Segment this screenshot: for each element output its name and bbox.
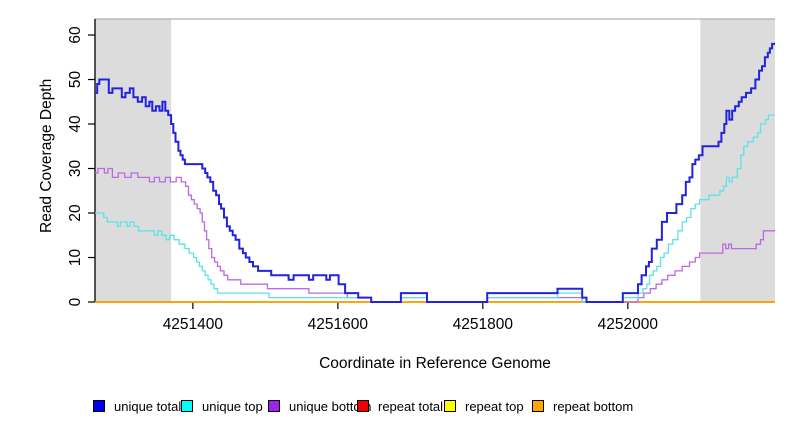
y-tick-label: 50	[67, 71, 84, 89]
y-tick-label: 20	[67, 204, 84, 222]
legend-label-unique-top: unique top	[202, 398, 263, 414]
legend-label-unique-bottom: unique bottom	[289, 398, 372, 414]
shaded-region	[95, 19, 172, 302]
legend-item-unique-top: unique top	[181, 398, 263, 414]
y-tick-label: 60	[67, 26, 84, 44]
series-line-unique-bottom	[95, 167, 775, 303]
legend-item-unique-bottom: unique bottom	[268, 398, 372, 414]
x-tick-label: 4251400	[163, 316, 224, 333]
shaded-region	[700, 19, 775, 302]
series-line-unique-total	[95, 42, 775, 303]
legend: unique total unique top unique bottom re…	[0, 399, 792, 415]
y-tick-label: 30	[67, 160, 84, 178]
y-tick-label: 0	[67, 297, 84, 306]
legend-swatch-unique-bottom	[268, 400, 280, 412]
x-tick-label: 4252000	[598, 316, 659, 333]
legend-swatch-unique-top	[181, 400, 193, 412]
legend-item-repeat-bottom: repeat bottom	[532, 398, 634, 414]
y-axis-title: Read Coverage Depth	[38, 78, 55, 233]
y-tick-label: 10	[67, 249, 84, 267]
legend-item-repeat-total: repeat total	[357, 398, 444, 414]
x-axis-title: Coordinate in Reference Genome	[319, 355, 551, 372]
x-tick-label: 4251800	[453, 316, 514, 333]
legend-swatch-repeat-total	[357, 400, 369, 412]
legend-label-repeat-bottom: repeat bottom	[553, 398, 634, 414]
plot-area: 4251400 4251600 4251800 4252000 0 10 20 30 40 50 6…	[67, 18, 775, 333]
legend-swatch-repeat-bottom	[532, 400, 544, 412]
x-axis: 4251400 4251600 4251800 4252000	[163, 302, 659, 333]
series-line-unique-top	[95, 114, 775, 303]
legend-swatch-repeat-top	[444, 400, 456, 412]
legend-swatch-unique-total	[93, 400, 105, 412]
legend-item-unique-total: unique total	[93, 398, 182, 414]
x-tick-label: 4251600	[308, 316, 369, 333]
y-tick-label: 40	[67, 115, 84, 133]
legend-label-unique-total: unique total	[114, 398, 182, 414]
series-paths	[95, 42, 775, 303]
legend-item-repeat-top: repeat top	[444, 398, 524, 414]
legend-label-repeat-top: repeat top	[465, 398, 524, 414]
legend-label-repeat-total: repeat total	[378, 398, 444, 414]
y-axis: 0 10 20 30 40 50 60	[67, 26, 95, 306]
